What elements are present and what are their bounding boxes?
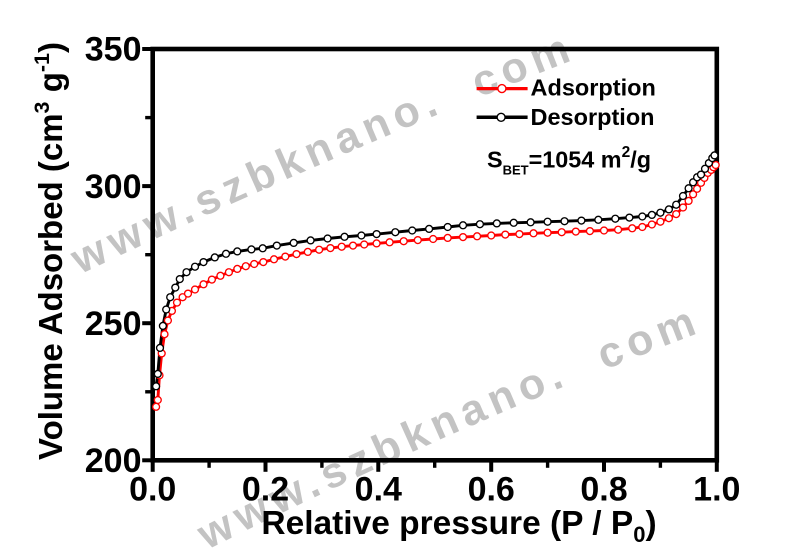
svg-text:Desorption: Desorption xyxy=(531,104,655,130)
svg-text:200: 200 xyxy=(85,442,142,480)
svg-text:0.6: 0.6 xyxy=(468,471,515,509)
svg-text:Adsorption: Adsorption xyxy=(531,75,656,101)
svg-text:0.0: 0.0 xyxy=(129,471,176,509)
svg-text:0.2: 0.2 xyxy=(242,471,289,509)
svg-text:0.8: 0.8 xyxy=(580,471,627,509)
svg-text:350: 350 xyxy=(85,31,142,69)
svg-text:250: 250 xyxy=(85,305,142,343)
svg-text:1.0: 1.0 xyxy=(693,471,740,509)
svg-text:300: 300 xyxy=(85,168,142,206)
svg-text:0.4: 0.4 xyxy=(355,471,402,509)
svg-text:Relative pressure (P / P0): Relative pressure (P / P0) xyxy=(261,505,656,547)
